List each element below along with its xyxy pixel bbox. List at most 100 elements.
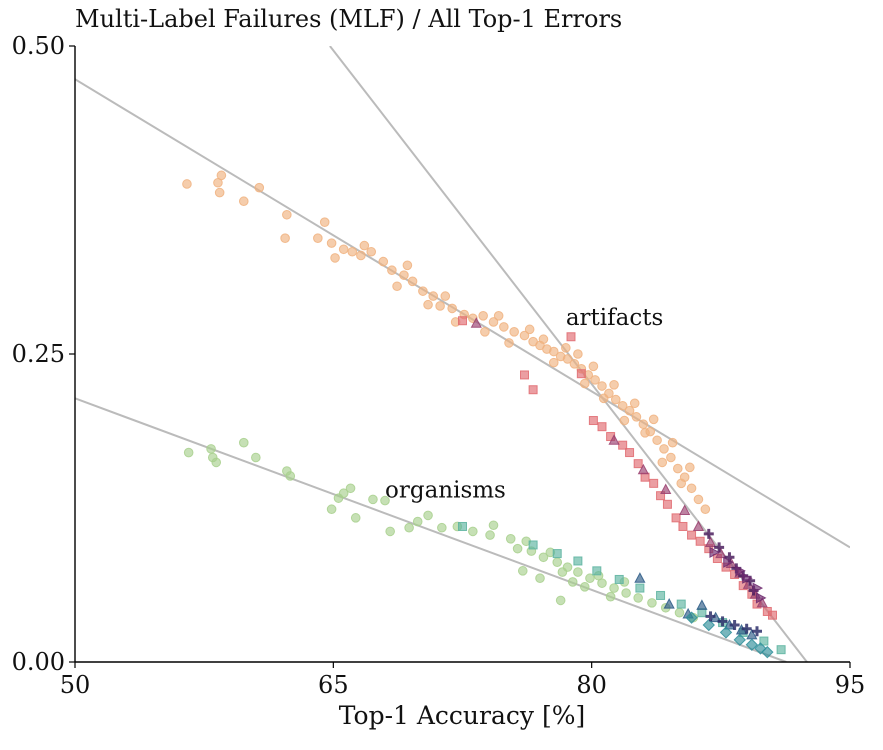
point-artifacts-circle-15 [366, 246, 377, 257]
point-artifacts-circle-12 [338, 244, 349, 255]
point-organisms-circle-35 [647, 598, 657, 608]
x-tick-label-1: 65 [318, 671, 349, 699]
point-artifacts-circle-74 [392, 281, 402, 292]
point-artifacts-circle-23 [447, 303, 457, 314]
point-organisms-circle-43 [567, 577, 578, 587]
point-artifacts-triangle-2 [637, 463, 649, 475]
series-artifacts-triangle [470, 317, 768, 608]
point-organisms-square-8 [676, 599, 686, 609]
point-artifacts-circle-47 [638, 419, 649, 430]
point-organisms-plus-2 [729, 620, 740, 631]
point-organisms-square-7 [656, 590, 666, 600]
point-organisms-circle-22 [485, 530, 495, 540]
point-artifacts-square-12 [649, 478, 659, 488]
point-organisms-circle-29 [573, 567, 583, 577]
point-artifacts-tri-right-3 [742, 572, 753, 584]
point-artifacts-triangle-0 [470, 317, 482, 328]
point-organisms-circle-44 [579, 582, 590, 592]
annotation-organisms: organisms [385, 478, 506, 504]
point-organisms-circle-42 [557, 567, 568, 577]
point-artifacts-circle-61 [573, 349, 583, 359]
point-organisms-circle-48 [517, 566, 528, 576]
point-organisms-diamond-6 [761, 645, 774, 659]
point-organisms-circle-27 [552, 557, 563, 568]
point-artifacts-square-1 [520, 370, 529, 380]
annotations: artifacts organisms [385, 305, 663, 503]
point-artifacts-square-0 [458, 316, 467, 326]
point-artifacts-square-15 [671, 513, 681, 523]
point-organisms-diamond-2 [719, 626, 733, 639]
point-artifacts-square-4 [576, 369, 586, 379]
point-artifacts-circle-51 [666, 452, 676, 463]
point-organisms-plus-0 [705, 611, 716, 622]
point-artifacts-square-14 [662, 499, 672, 509]
point-organisms-circle-18 [423, 510, 433, 521]
point-artifacts-circle-59 [548, 357, 559, 368]
series-artifacts-square [458, 316, 777, 620]
point-organisms-circle-15 [385, 526, 395, 537]
point-organisms-circle-19 [437, 522, 447, 533]
point-organisms-circle-13 [368, 494, 378, 505]
point-organisms-circle-39 [488, 520, 499, 531]
point-artifacts-triangle-5 [692, 520, 705, 531]
x-tick-label-3: 95 [835, 671, 866, 699]
point-artifacts-square-18 [695, 536, 705, 546]
point-artifacts-circle-57 [524, 324, 535, 335]
point-organisms-triangle-0 [634, 572, 646, 583]
y-tick-label-2: 0.50 [12, 32, 65, 60]
point-organisms-triangle-3 [696, 599, 708, 610]
point-organisms-square-3 [573, 556, 583, 566]
point-artifacts-tri-right-0 [709, 546, 721, 558]
point-artifacts-circle-62 [579, 378, 590, 389]
point-organisms-circle-14 [380, 495, 390, 506]
point-artifacts-circle-66 [619, 415, 630, 426]
point-artifacts-circle-50 [659, 444, 669, 454]
point-artifacts-circle-54 [686, 483, 697, 494]
point-artifacts-circle-17 [387, 265, 397, 276]
point-artifacts-circle-52 [672, 463, 683, 474]
point-artifacts-circle-22 [435, 301, 445, 311]
chart-title: Multi-Label Failures (MLF) / All Top-1 E… [75, 5, 622, 33]
series-organisms-diamond [685, 611, 774, 659]
series-artifacts-circle [182, 170, 711, 515]
point-artifacts-circle-0 [182, 179, 192, 189]
axes: 50 65 80 95 0.00 0.25 0.50 [12, 32, 866, 699]
point-organisms-circle-17 [412, 516, 423, 527]
point-artifacts-circle-30 [519, 330, 530, 341]
point-artifacts-circle-13 [347, 246, 358, 257]
point-artifacts-circle-41 [597, 381, 607, 391]
point-organisms-circle-30 [585, 573, 595, 584]
point-artifacts-circle-28 [499, 322, 509, 332]
point-artifacts-circle-19 [407, 276, 418, 287]
point-artifacts-square-2 [528, 385, 538, 395]
point-organisms-triangle-1 [663, 598, 675, 609]
point-organisms-circle-10 [338, 488, 349, 499]
point-artifacts-circle-75 [423, 299, 433, 310]
point-artifacts-circle-80 [402, 260, 413, 271]
point-artifacts-triangle-4 [679, 504, 691, 515]
point-artifacts-square-9 [625, 448, 635, 458]
point-artifacts-square-10 [633, 459, 643, 469]
point-artifacts-circle-64 [598, 393, 609, 404]
point-organisms-circle-1 [206, 444, 216, 454]
point-artifacts-circle-34 [548, 346, 559, 357]
point-artifacts-circle-70 [657, 457, 668, 468]
point-artifacts-circle-44 [617, 400, 628, 411]
point-artifacts-circle-7 [280, 233, 290, 243]
point-artifacts-triangle-12 [756, 596, 768, 608]
y-tick-label-0: 0.00 [12, 648, 65, 676]
point-artifacts-circle-71 [667, 437, 678, 448]
point-artifacts-tri-right-2 [735, 565, 746, 577]
point-organisms-circle-23 [505, 534, 516, 544]
point-artifacts-circle-79 [359, 240, 370, 251]
point-artifacts-circle-46 [631, 412, 642, 422]
point-organisms-circle-49 [535, 573, 545, 584]
point-artifacts-circle-21 [428, 291, 439, 301]
point-artifacts-circle-58 [538, 334, 549, 345]
point-artifacts-circle-26 [478, 311, 488, 321]
point-organisms-circle-0 [183, 447, 194, 458]
point-artifacts-square-8 [618, 440, 628, 450]
point-artifacts-circle-5 [254, 182, 265, 193]
point-artifacts-circle-72 [676, 478, 687, 489]
point-artifacts-circle-55 [693, 494, 704, 505]
